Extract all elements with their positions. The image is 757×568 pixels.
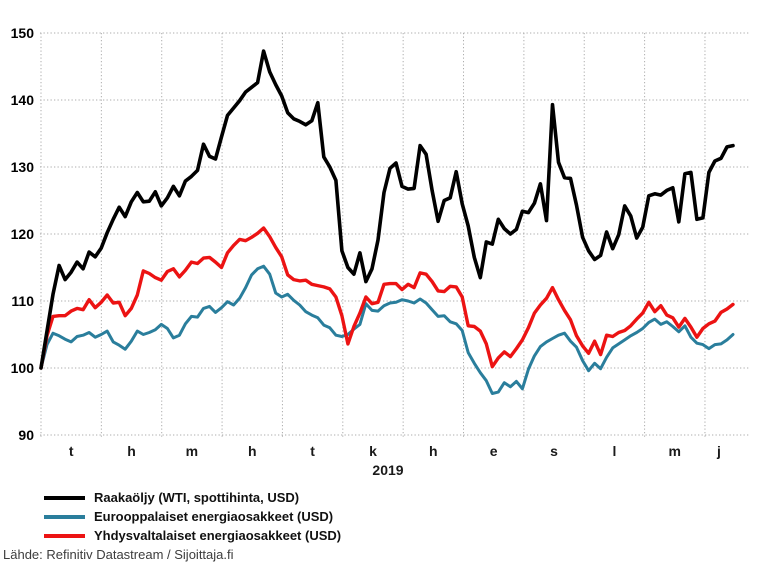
legend-swatch-us-stocks (44, 533, 85, 538)
chart-legend: Raakaöljy (WTI, spottihinta, USD) Euroop… (44, 488, 341, 545)
y-tick-label: 150 (11, 25, 35, 41)
x-tick-label: s (550, 443, 558, 459)
x-tick-label: h (127, 443, 136, 459)
x-tick-label: k (369, 443, 377, 459)
legend-label-oil: Raakaöljy (WTI, spottihinta, USD) (94, 490, 300, 505)
series-line-us-stocks (39, 226, 735, 370)
x-tick-label: h (429, 443, 438, 459)
legend-swatch-oil (44, 495, 85, 500)
x-axis-title: 2019 (372, 462, 403, 478)
x-tick-label: t (69, 443, 74, 459)
y-tick-label: 140 (11, 92, 35, 108)
series-line-european-stocks (39, 264, 735, 395)
x-tick-label: e (490, 443, 498, 459)
legend-item-european-stocks: Eurooppalaiset energiaosakkeet (USD) (44, 507, 341, 526)
series-line-oil (39, 49, 735, 370)
x-tick-label: h (248, 443, 257, 459)
x-tick-label: l (612, 443, 616, 459)
legend-label-european-stocks: Eurooppalaiset energiaosakkeet (USD) (94, 509, 334, 524)
y-tick-label: 130 (11, 159, 35, 175)
x-tick-label: m (186, 443, 198, 459)
legend-label-us-stocks: Yhdysvaltalaiset energiaosakkeet (USD) (94, 528, 342, 543)
legend-swatch-european-stocks (44, 514, 85, 519)
legend-item-oil: Raakaöljy (WTI, spottihinta, USD) (44, 488, 341, 507)
source-credit: Lähde: Refinitiv Datastream / Sijoittaja… (3, 547, 234, 562)
x-tick-label: m (669, 443, 681, 459)
x-tick-label: t (310, 443, 315, 459)
y-tick-label: 90 (18, 427, 34, 443)
legend-item-us-stocks: Yhdysvaltalaiset energiaosakkeet (USD) (44, 526, 341, 545)
y-tick-label: 120 (11, 226, 35, 242)
y-tick-label: 110 (11, 293, 34, 309)
x-tick-label: j (716, 443, 721, 459)
y-tick-label: 100 (11, 360, 35, 376)
price-line-chart: 90 100 110 120 130 140 150 t h m h t k h e s l m j 2019 (11, 25, 749, 478)
